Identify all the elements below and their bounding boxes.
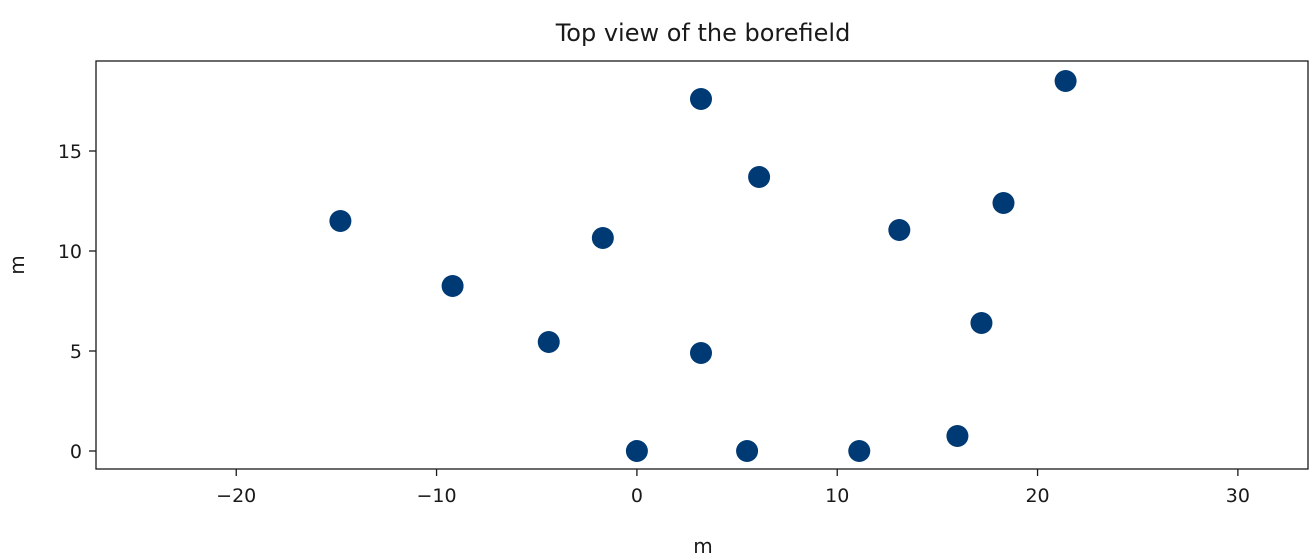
y-tick-label: 5 [70,341,82,363]
borehole-point [441,275,464,297]
borehole-point [970,312,993,334]
x-tick-label: 30 [1226,485,1250,507]
y-axis-label: m [5,255,29,274]
borehole-point [329,210,352,232]
data-points [329,70,1077,462]
x-tick-label: 20 [1025,485,1049,507]
borehole-point [946,425,969,447]
borehole-point [992,192,1015,214]
borehole-point [537,331,560,353]
borehole-point [848,440,871,462]
y-tick-label: 15 [58,141,82,163]
borehole-point [1054,70,1077,92]
borehole-point [689,342,712,364]
borehole-point [591,227,614,249]
x-axis-ticks: −20 −10 0 10 20 30 [216,469,1250,507]
x-tick-label: 10 [825,485,849,507]
chart-title: Top view of the borefield [555,19,851,47]
y-tick-label: 10 [58,241,82,263]
x-tick-label: −10 [417,485,457,507]
borehole-point [625,440,648,462]
borehole-point [736,440,759,462]
x-axis-label: m [693,534,712,555]
borehole-point [748,166,771,188]
x-tick-label: 0 [631,485,643,507]
borehole-point [888,219,911,241]
borehole-point [689,88,712,110]
plot-area-frame [95,60,1309,470]
y-tick-label: 0 [70,441,82,463]
y-axis-ticks: 0 5 10 15 [58,141,96,463]
x-tick-label: −20 [216,485,256,507]
